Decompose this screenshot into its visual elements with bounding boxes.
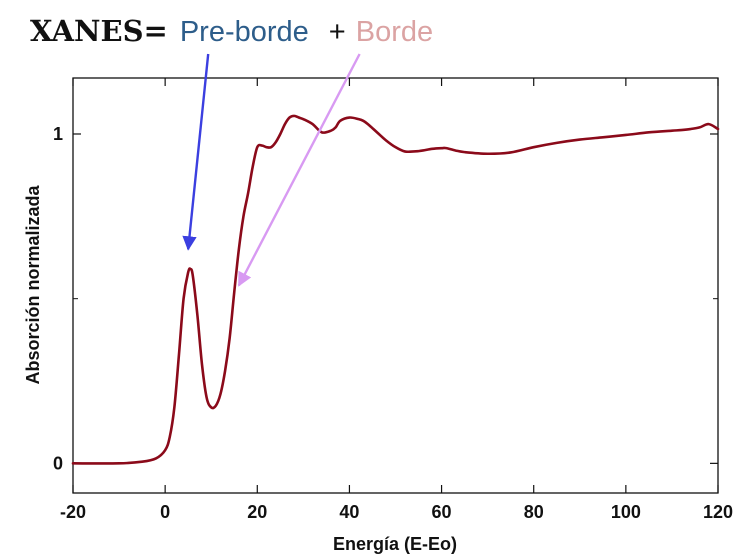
y-axis-label: Absorción normalizada bbox=[23, 184, 43, 384]
x-tick-label: -20 bbox=[60, 502, 86, 522]
x-axis-label: Energía (E-Eo) bbox=[333, 534, 457, 554]
annotation-pre-edge-label: Pre-borde bbox=[180, 16, 309, 48]
x-tick-label: 20 bbox=[247, 502, 267, 522]
y-tick-label: 1 bbox=[53, 124, 63, 144]
plot-frame bbox=[72, 77, 719, 494]
x-tick-label: 40 bbox=[339, 502, 359, 522]
annotation-plus: + bbox=[329, 16, 346, 48]
edge-arrow bbox=[237, 53, 361, 287]
annotation-prefix: XANES= bbox=[30, 14, 168, 48]
x-tick-label: 100 bbox=[611, 502, 641, 522]
pre-edge-arrow bbox=[182, 53, 210, 251]
absorption-curve bbox=[71, 114, 720, 465]
x-tick-label: 80 bbox=[524, 502, 544, 522]
x-tick-label: 60 bbox=[432, 502, 452, 522]
x-tick-label: 0 bbox=[160, 502, 170, 522]
y-tick-label: 0 bbox=[53, 453, 63, 473]
axis-tick-labels: -20 0 20 40 60 80 100 120 0 1 bbox=[53, 124, 733, 522]
annotation-header: XANES= Pre-borde + Borde bbox=[30, 14, 433, 48]
annotation-edge-label: Borde bbox=[356, 16, 433, 48]
x-tick-label: 120 bbox=[703, 502, 733, 522]
